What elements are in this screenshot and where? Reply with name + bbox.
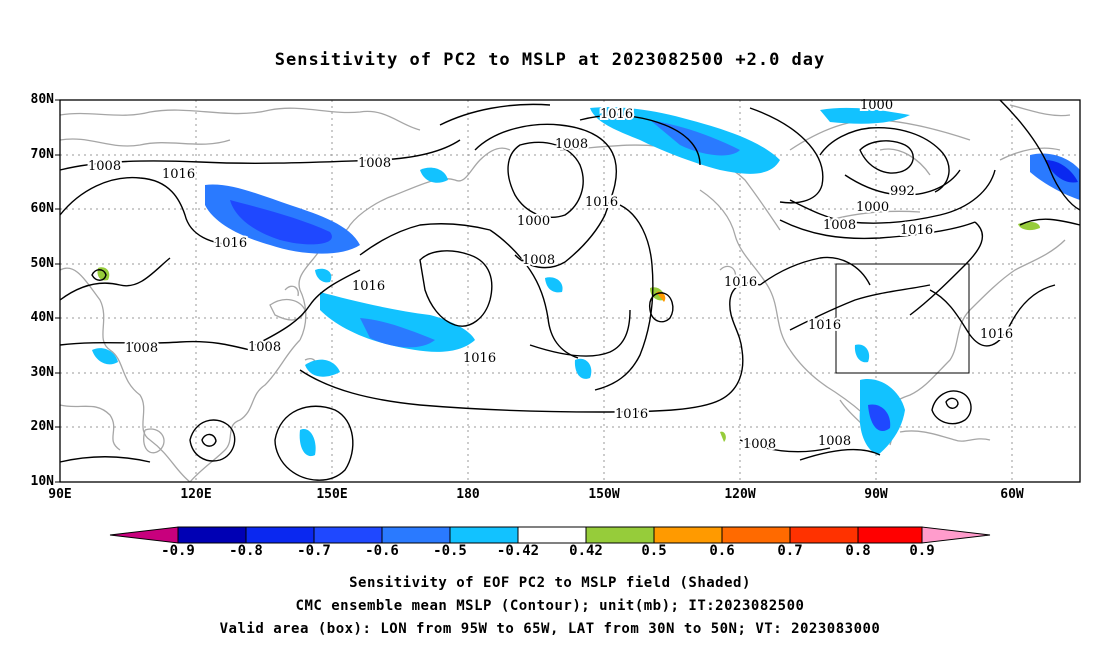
lon-label: 150E — [316, 487, 348, 502]
colorbar-low-triangle — [109, 526, 179, 544]
colorbar-segment — [177, 526, 247, 544]
colorbar-label: 0.42 — [569, 543, 603, 559]
colorbar-label: 0.9 — [909, 543, 935, 559]
lat-label: 70N — [30, 147, 54, 162]
contour-label: 1016 — [585, 195, 618, 210]
contour-label: 1000 — [517, 214, 550, 229]
lon-label: 150W — [588, 487, 620, 502]
lat-label: 80N — [30, 92, 54, 107]
lon-label: 120E — [180, 487, 212, 502]
lon-label: 180 — [456, 487, 480, 502]
contour-label: 1016 — [808, 318, 841, 333]
caption-shading: Sensitivity of EOF PC2 to MSLP field (Sh… — [349, 575, 751, 591]
colorbar-label: -0.9 — [161, 543, 195, 559]
sensitivity-shading — [92, 107, 1080, 457]
colorbar-segment — [857, 526, 923, 544]
lon-label: 90W — [864, 487, 888, 502]
colorbar-label: -0.5 — [433, 543, 467, 559]
contour-label: 1016 — [162, 167, 195, 182]
colorbar-segment — [585, 526, 655, 544]
lat-label: 40N — [30, 310, 54, 325]
lon-label: 90E — [48, 487, 72, 502]
colorbar-label: -0.6 — [365, 543, 399, 559]
colorbar-segment — [517, 526, 587, 544]
contour-labels: 1016 1000 1008 1008 1008 1016 1016 992 1… — [86, 96, 1015, 454]
lat-label: 60N — [30, 201, 54, 216]
contour-label: 1008 — [88, 159, 121, 174]
contour-label: 1008 — [555, 137, 588, 152]
colorbar-segment — [381, 526, 451, 544]
colorbar-segment — [721, 526, 791, 544]
mslp-contours — [59, 99, 1081, 481]
colorbar-label: -0.7 — [297, 543, 331, 559]
contour-label: 992 — [890, 184, 915, 199]
contour-label: 1008 — [125, 341, 158, 356]
valid-area-box — [835, 263, 970, 374]
contour-label: 1008 — [818, 434, 851, 449]
contour-label: 1016 — [352, 279, 385, 294]
contour-label: 1016 — [463, 351, 496, 366]
chart-title: Sensitivity of PC2 to MSLP at 2023082500… — [274, 50, 826, 70]
contour-label: 1016 — [600, 107, 633, 122]
contour-label: 1008 — [743, 437, 776, 452]
colorbar-segment — [653, 526, 723, 544]
contour-label: 1016 — [980, 327, 1013, 342]
lon-label: 60W — [1000, 487, 1024, 502]
colorbar — [109, 526, 991, 544]
lat-label: 30N — [30, 365, 54, 380]
plot-frame — [59, 99, 1081, 483]
colorbar-high-triangle — [921, 526, 991, 544]
lat-label: 20N — [30, 419, 54, 434]
colorbar-label: 0.8 — [845, 543, 871, 559]
colorbar-segment — [449, 526, 519, 544]
contour-label: 1008 — [358, 156, 391, 171]
contour-label: 1008 — [823, 218, 856, 233]
contour-label: 1016 — [615, 407, 648, 422]
colorbar-segment — [313, 526, 383, 544]
colorbar-segment — [789, 526, 859, 544]
caption-valid-area: Valid area (box): LON from 95W to 65W, L… — [219, 621, 881, 637]
contour-label: 1016 — [214, 236, 247, 251]
colorbar-label: -0.42 — [496, 543, 540, 559]
colorbar-label: 0.7 — [777, 543, 803, 559]
contour-label: 1008 — [522, 253, 555, 268]
colorbar-segment — [245, 526, 315, 544]
contour-label: 1016 — [724, 275, 757, 290]
colorbar-label: 0.5 — [641, 543, 667, 559]
colorbar-label: 0.6 — [709, 543, 735, 559]
contour-label: 1008 — [248, 340, 281, 355]
caption-contour: CMC ensemble mean MSLP (Contour); unit(m… — [295, 598, 805, 614]
contour-label: 1000 — [856, 200, 889, 215]
colorbar-label: -0.8 — [229, 543, 263, 559]
lat-label: 50N — [30, 256, 54, 271]
axis-ticks — [55, 99, 60, 483]
lon-label: 120W — [724, 487, 756, 502]
lat-label: 10N — [30, 474, 54, 489]
contour-label: 1016 — [900, 223, 933, 238]
contour-label: 1000 — [860, 98, 893, 113]
